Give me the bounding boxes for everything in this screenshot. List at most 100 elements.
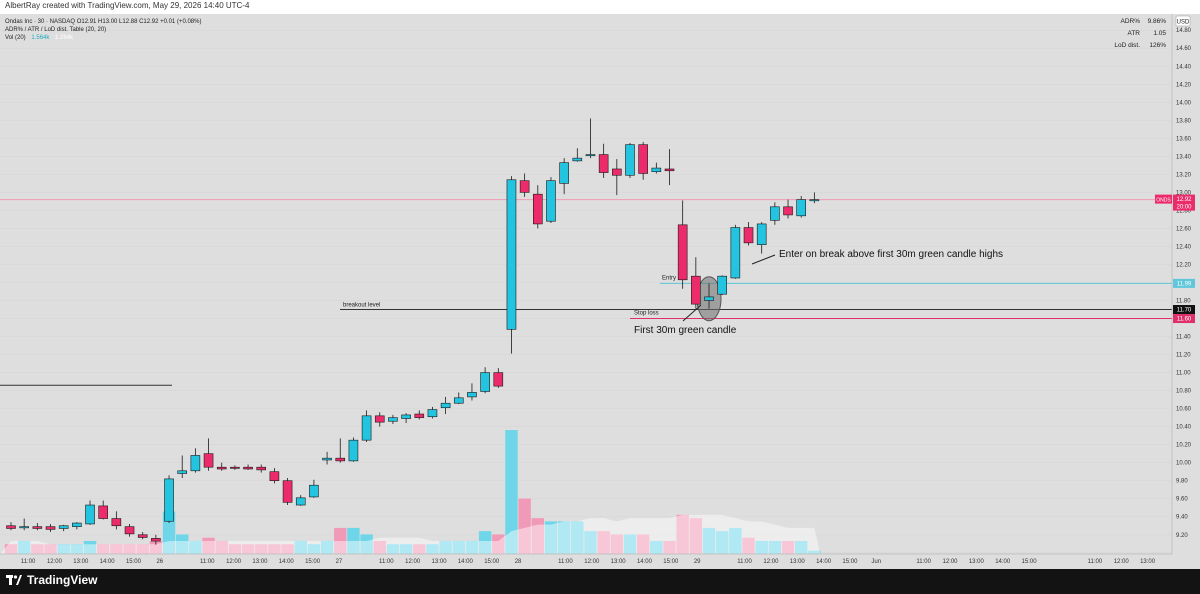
y-tick-label: 14.80 [1176,28,1192,34]
candle-up [717,275,727,295]
stats-table: ADR% 9.86% ATR 1.05 LoD dist. 126% [1114,18,1166,49]
candle-up [427,409,438,418]
y-tick-label: 14.60 [1176,46,1192,52]
x-tick-label: 14:00 [279,559,295,565]
candle-up [453,397,464,404]
x-tick-label: 29 [694,559,701,565]
x-tick-label: 11:00 [1088,559,1103,565]
price-chart[interactable]: breakout level Entry Stop loss First 30m… [0,14,1200,569]
candle-down [124,526,135,535]
candle-up [58,525,69,529]
x-tick-label: 12:00 [405,559,421,565]
x-tick-label: 15:00 [663,559,679,565]
candle-down [691,275,701,305]
y-tick-label: 10.20 [1176,443,1192,449]
volume-bar [531,518,544,554]
candle-up [796,199,807,217]
stats-label: ATR [1127,30,1140,37]
x-tick-label: 13:00 [73,559,89,565]
volume-bar [96,544,110,554]
candle-down [664,168,675,172]
tradingview-logo[interactable]: TradingView [6,573,97,587]
volume-bar [123,544,136,554]
candle-down [111,518,122,527]
volume-bar [110,544,123,554]
stop-loss-label: Stop loss [634,311,659,317]
candle-up [190,455,201,472]
breakout-price-tag-bg [1173,305,1195,315]
volume-bar [808,550,821,554]
y-tick-label: 13.60 [1176,136,1192,142]
price-axis-bg [1172,14,1200,569]
y-tick-label: 13.00 [1176,190,1192,196]
currency-label: USD [1177,20,1190,26]
candle-down [137,534,148,538]
stop-price-tag-bg [1173,314,1195,324]
volume-bar [189,540,202,554]
candle-up [322,457,332,461]
annotations-layer: breakout level Entry Stop loss First 30m… [343,249,1003,336]
x-tick-label: 13:00 [611,559,627,565]
symbol-tag: ONDS [1156,198,1171,204]
x-tick-label: 12:00 [584,559,600,565]
y-tick-label: 14.40 [1176,64,1192,70]
y-tick-label: 11.80 [1176,299,1191,305]
volume-legend: Vol (20) 1.564k 1.264k [5,35,74,41]
levels-layer [0,199,1172,386]
y-tick-label: 13.40 [1176,154,1192,160]
x-tick-label: 14:00 [995,559,1011,565]
footer-bar: TradingView [0,569,1200,594]
candle-up [295,497,306,506]
first-candle-label: First 30m green candle [634,325,737,336]
volume-bar [70,544,84,554]
x-tick-label: 14:00 [100,559,116,565]
volume-bar [347,527,360,554]
volume-bar [44,544,57,554]
volume-bar [31,544,44,554]
volume-bar [781,540,795,554]
x-tick-label: 11:00 [737,559,752,565]
candle-up [401,414,411,419]
candle-down [32,526,43,529]
volume-bar [505,430,518,554]
candle-up [506,179,517,330]
x-tick-label: 12:00 [226,559,242,565]
breakout-label: breakout level [343,303,380,309]
volume-bar [689,518,703,554]
volume-bar [597,531,610,554]
stats-value: 126% [1149,42,1166,49]
enter-rule-label: Enter on break above first 30m green can… [779,249,1003,260]
volume-bar [636,534,650,554]
x-tick-label: 13:00 [252,559,268,565]
volume-legend-value: 1.564k [31,35,50,41]
candle-up [770,206,780,221]
volume-bar [320,540,334,554]
volume-bar [584,531,597,554]
candle-up [480,372,490,392]
axes: USD 9.20 9.40 9.60 9.80 10.00 10.20 10.40 10.60 1… [0,14,1200,569]
symbol-tag-bg [1155,194,1172,204]
volume-bar [373,540,386,554]
y-tick-label: 12.80 [1176,208,1192,214]
candle-up [809,199,820,202]
candle-up [585,154,596,157]
candle-up [756,223,767,245]
x-tick-label: 27 [336,559,343,565]
stats-label: LoD dist. [1114,42,1140,49]
candle-down [532,193,543,225]
x-tick-label: Jun [871,559,881,565]
volume-bar [439,540,452,554]
candle-up [85,504,95,525]
x-tick-label: 14:00 [637,559,653,565]
stats-value: 1.05 [1153,30,1166,37]
volume-legend-label: Vol (20) [5,35,26,41]
attribution-text: AlbertRay created with TradingView.com, … [5,1,250,10]
y-tick-label: 12.40 [1176,244,1192,250]
candle-down [230,466,240,469]
y-tick-label: 9.40 [1176,515,1188,521]
first-candle-pointer [682,304,702,322]
volume-bar [715,531,729,554]
volume-bar [136,544,149,554]
candle-up [177,470,188,474]
volume-bar [307,544,321,554]
